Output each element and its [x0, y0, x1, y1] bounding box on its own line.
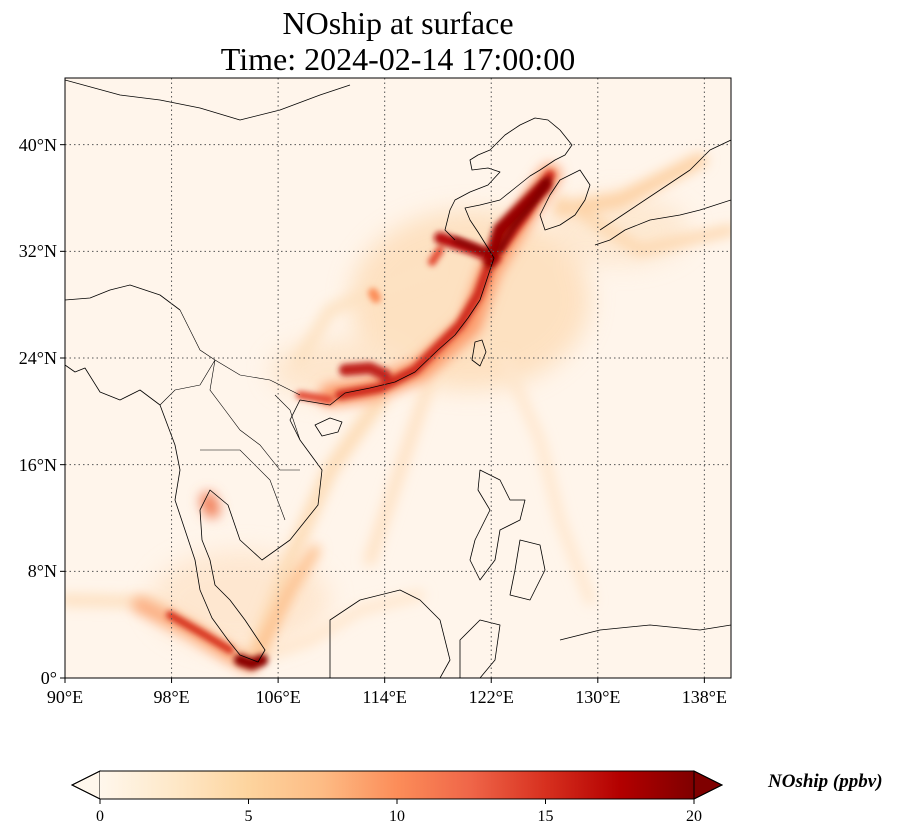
x-tick-label: 138°E [681, 687, 727, 707]
y-tick-label: 16°N [18, 454, 57, 475]
colorbar-gradient [100, 771, 694, 799]
x-tick-label: 114°E [362, 687, 407, 707]
y-tick-label: 32°N [18, 241, 57, 262]
colorbar-ticks [99, 799, 695, 804]
colorbar-tick-label: 15 [537, 808, 554, 825]
x-tick-label: 90°E [46, 687, 84, 707]
colorbar-tick-label: 5 [244, 808, 253, 825]
x-tick-label: 130°E [575, 687, 621, 707]
y-tick-label: 8°N [27, 561, 57, 582]
axis-ticks [60, 144, 705, 683]
map-frame [64, 77, 732, 679]
coastlines [65, 79, 731, 678]
y-tick-label: 40°N [18, 134, 57, 155]
x-tick-label: 122°E [468, 687, 514, 707]
gridlines [65, 78, 731, 678]
colorbar-label: NOship (ppbv) [768, 771, 883, 792]
concentration-field [65, 153, 731, 673]
plot-title-line-1: NOship at surface [282, 5, 514, 41]
colorbar-tick-label: 20 [686, 808, 702, 825]
colorbar-min-extend-arrow [70, 770, 101, 800]
colorbar-tick-label: 0 [96, 808, 104, 825]
map-panel [65, 78, 731, 678]
colorbar-max-extend-arrow [693, 770, 724, 800]
colorbar-tick-label: 10 [389, 808, 405, 825]
y-tick-label: 0° [40, 668, 57, 688]
x-tick-label: 106°E [255, 687, 301, 707]
y-tick-label: 24°N [18, 348, 57, 368]
colorbar [70, 770, 724, 804]
x-tick-label: 98°E [153, 687, 190, 707]
plot-title-line-2: Time: 2024-02-14 17:00:00 [220, 41, 576, 77]
